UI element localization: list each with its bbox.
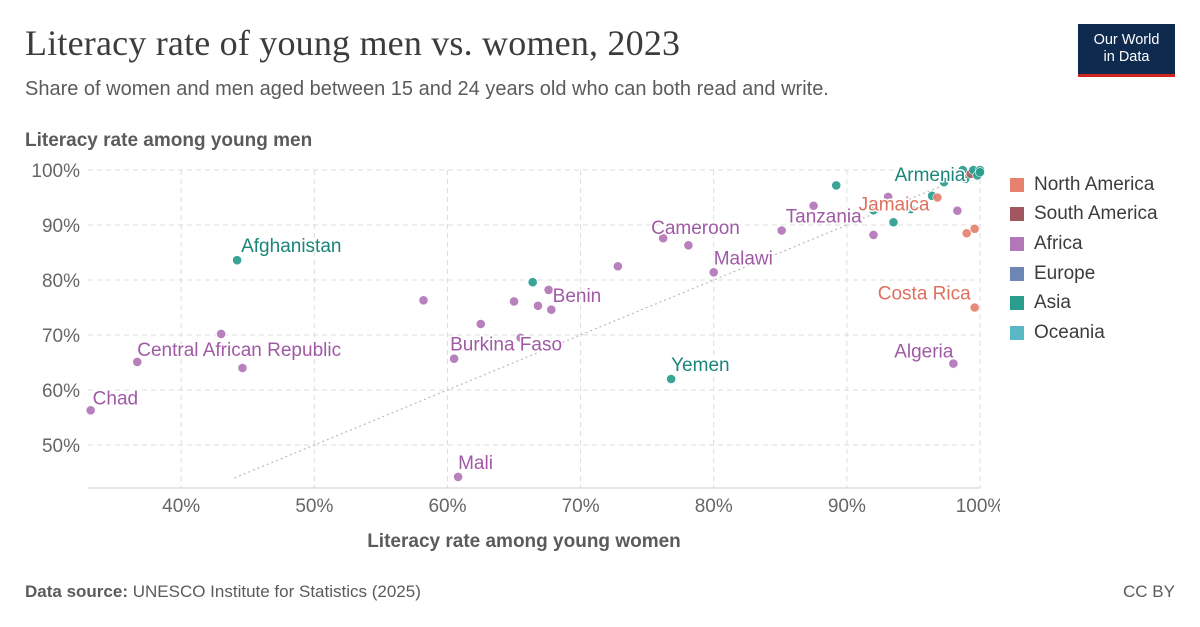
x-tick-label: 80%	[695, 496, 733, 517]
point-asia-yemen[interactable]	[666, 374, 677, 384]
point-label-tanzania: Tanzania	[786, 207, 862, 228]
point-africa-burkina-faso[interactable]	[449, 353, 460, 364]
point-label-chad: Chad	[93, 388, 138, 409]
point-africa-algeria[interactable]	[948, 358, 959, 369]
x-tick-label: 50%	[295, 496, 333, 517]
footer-source: Data source: UNESCO Institute for Statis…	[25, 582, 421, 602]
legend-swatch	[1010, 207, 1024, 222]
point-africa[interactable]	[546, 304, 557, 315]
scatter-chart: Literacy rate among young men 50% 60% 70% 80…	[25, 130, 1000, 552]
legend-label: North America	[1034, 173, 1155, 195]
point-africa[interactable]	[418, 295, 429, 306]
point-africa[interactable]	[533, 300, 543, 311]
point-north-america[interactable]	[969, 223, 980, 234]
point-label-jamaica: Jamaica	[859, 195, 930, 216]
point-asia-afghanistan[interactable]	[232, 255, 243, 266]
point-label-cameroon: Cameroon	[651, 218, 740, 239]
point-asia[interactable]	[975, 167, 985, 178]
x-tick-label: 60%	[428, 496, 466, 517]
x-tick-label: 40%	[162, 496, 200, 517]
point-africa[interactable]	[612, 261, 623, 272]
point-asia[interactable]	[939, 177, 949, 187]
legend-swatch	[1010, 266, 1024, 281]
point-africa-tanzania[interactable]	[776, 225, 787, 236]
point-north-america[interactable]	[961, 228, 972, 239]
y-tick-label: 80%	[42, 271, 80, 292]
point-asia[interactable]	[831, 180, 842, 191]
point-north-america-costa-rica[interactable]	[969, 302, 980, 313]
legend-swatch	[1010, 177, 1024, 192]
point-label-costa-rica: Costa Rica	[878, 284, 971, 305]
point-africa[interactable]	[952, 205, 963, 216]
point-africa[interactable]	[216, 328, 227, 339]
point-africa-mali[interactable]	[453, 471, 464, 482]
legend-item-south-america[interactable]: South America	[1010, 200, 1158, 230]
legend-label: Africa	[1034, 232, 1083, 254]
point-label-central-african-republic: Central African Republic	[137, 340, 341, 361]
y-tick-label: 90%	[42, 216, 80, 237]
point-label-benin: Benin	[553, 286, 602, 307]
point-africa-central-african-republic[interactable]	[132, 357, 143, 367]
source-label: Data source:	[25, 582, 128, 601]
y-tick-label: 100%	[31, 161, 80, 182]
legend-item-north-america[interactable]: North America	[1010, 170, 1158, 200]
legend-label: South America	[1034, 203, 1158, 225]
point-asia[interactable]	[957, 165, 968, 175]
point-africa-chad[interactable]	[85, 405, 96, 416]
legend-swatch	[1010, 296, 1024, 311]
y-tick-label: 70%	[42, 326, 80, 347]
y-tick-label: 60%	[42, 381, 80, 402]
point-label-mali: Mali	[458, 453, 493, 474]
point-north-america-jamaica[interactable]	[932, 192, 943, 203]
legend-item-asia[interactable]: Asia	[1010, 288, 1158, 318]
point-asia[interactable]	[888, 217, 899, 228]
parity-line	[234, 169, 981, 479]
license-link[interactable]: CC BY	[1123, 582, 1175, 601]
point-label-algeria: Algeria	[894, 342, 954, 363]
y-tick-label: 50%	[42, 436, 80, 457]
point-africa[interactable]	[868, 229, 879, 240]
legend-label: Asia	[1034, 292, 1071, 314]
point-africa[interactable]	[515, 332, 526, 343]
x-axis-title: Literacy rate among young women	[367, 531, 681, 552]
legend-item-oceania[interactable]: Oceania	[1010, 318, 1158, 348]
point-africa-benin[interactable]	[543, 284, 554, 295]
point-label-afghanistan: Afghanistan	[241, 236, 341, 257]
point-africa[interactable]	[475, 319, 486, 329]
legend-label: Oceania	[1034, 321, 1105, 343]
point-africa[interactable]	[509, 296, 519, 307]
point-africa[interactable]	[808, 200, 819, 211]
y-axis-title: Literacy rate among young men	[25, 130, 312, 151]
point-asia[interactable]	[527, 277, 538, 288]
point-asia[interactable]	[948, 170, 959, 180]
point-africa-malawi[interactable]	[708, 267, 719, 278]
legend-swatch	[1010, 236, 1024, 251]
legend-swatch	[1010, 325, 1024, 340]
point-label-burkina-faso: Burkina Faso	[450, 335, 562, 356]
point-africa[interactable]	[683, 240, 694, 251]
logo-line-1: Our World	[1093, 32, 1160, 48]
point-africa[interactable]	[237, 363, 248, 373]
owid-logo[interactable]: Our World in Data	[1078, 24, 1175, 77]
chart-title: Literacy rate of young men vs. women, 20…	[25, 23, 681, 63]
point-africa[interactable]	[883, 192, 894, 202]
legend-item-africa[interactable]: Africa	[1010, 229, 1158, 259]
legend-label: Europe	[1034, 262, 1096, 284]
point-asia[interactable]	[868, 205, 879, 216]
source-text[interactable]: UNESCO Institute for Statistics (2025)	[127, 582, 421, 601]
x-tick-label: 100%	[956, 496, 1000, 517]
x-tick-label: 70%	[562, 496, 600, 517]
x-tick-label: 90%	[828, 496, 866, 517]
point-asia[interactable]	[905, 204, 916, 214]
point-label-armenia: Armenia	[895, 165, 966, 186]
point-label-yemen: Yemen	[671, 355, 729, 376]
legend-item-europe[interactable]: Europe	[1010, 259, 1158, 289]
point-label-malawi: Malawi	[714, 248, 773, 269]
chart-subtitle: Share of women and men aged between 15 a…	[25, 78, 829, 100]
point-africa-cameroon[interactable]	[658, 233, 669, 244]
logo-line-2: in Data	[1103, 49, 1150, 65]
legend: North America South America Africa Europe As…	[1010, 170, 1158, 348]
